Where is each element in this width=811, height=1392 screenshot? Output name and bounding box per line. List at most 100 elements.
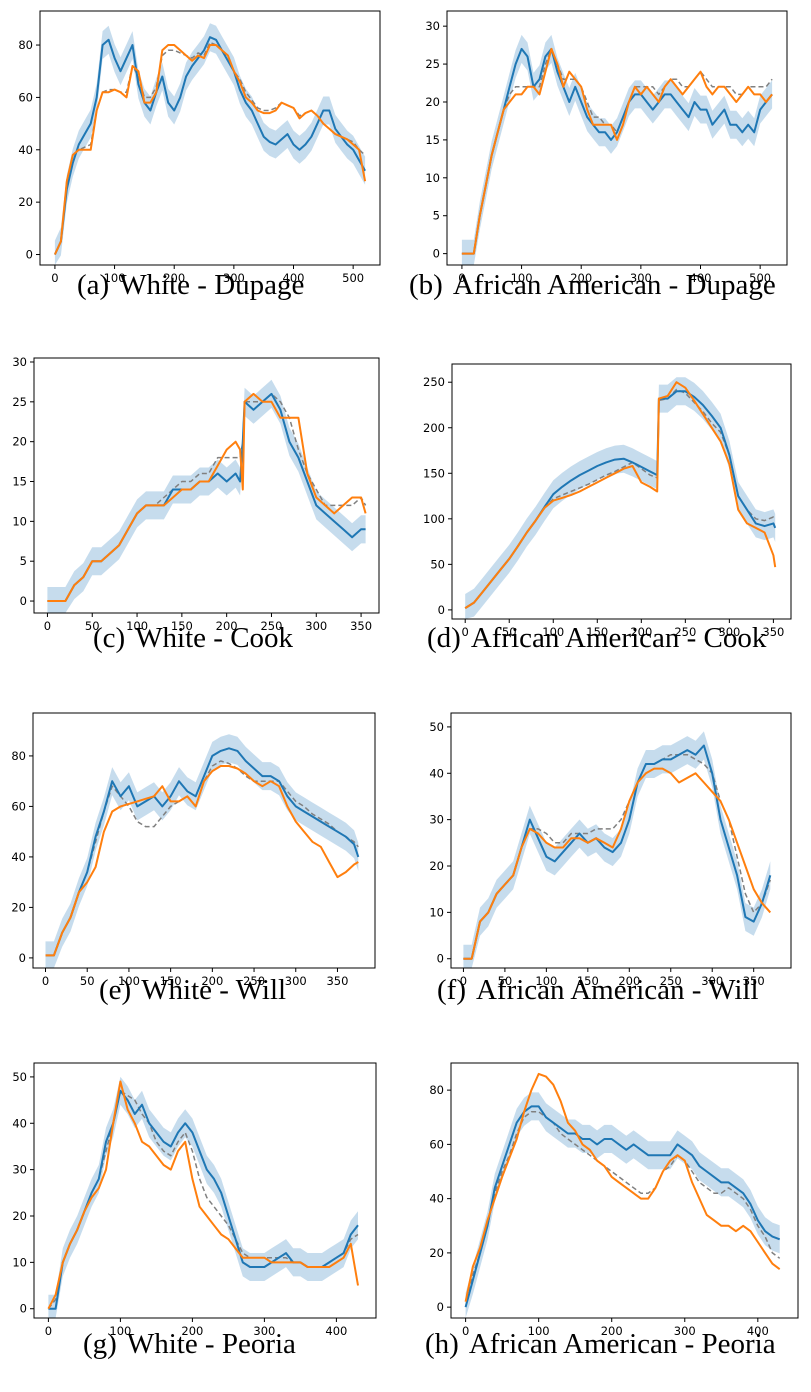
series-line-gray (464, 388, 776, 609)
y-tick-label: 80 (429, 1083, 444, 1097)
x-tick-label: 200 (618, 974, 640, 988)
confidence-band (463, 731, 771, 968)
x-tick-label: 150 (160, 974, 182, 988)
chart-svg: 0 100 200 300 400 500 0 20 40 60 80 (18, 10, 381, 285)
caption-label: (b) (409, 269, 443, 301)
x-tick-label: 100 (542, 625, 564, 639)
y-tick-label: 20 (425, 95, 440, 109)
chart-svg: 0 100 200 300 400 0 10 20 30 40 50 (12, 1062, 377, 1338)
x-tick-label: 0 (462, 625, 469, 639)
x-tick-label: 300 (223, 271, 245, 285)
y-tick-label: 50 (12, 1070, 27, 1084)
caption-label: (d) (427, 622, 461, 654)
y-tick-label: 0 (19, 951, 26, 965)
caption-label: (e) (99, 974, 132, 1006)
series-line-blue (53, 36, 366, 255)
y-tick-label: 30 (425, 19, 440, 33)
plot-frame (33, 357, 380, 614)
plot-frame (451, 363, 792, 620)
y-tick-label: 20 (12, 435, 27, 449)
y-tick-label: 150 (423, 466, 445, 480)
caption-label: (f) (437, 974, 466, 1006)
x-tick-label: 300 (305, 619, 327, 633)
caption-title: White - Will (141, 974, 287, 1006)
x-tick-label: 400 (747, 1324, 769, 1338)
plot-frame (39, 10, 381, 266)
x-tick-label: 200 (601, 1324, 623, 1338)
series-line-orange (464, 381, 777, 609)
x-tick-label: 100 (118, 974, 140, 988)
confidence-band (47, 379, 366, 613)
x-tick-label: 200 (570, 271, 592, 285)
chart-panel-h: 0 100 200 300 400 0 20 40 60 80 (417, 1062, 802, 1346)
y-tick-label: 20 (18, 195, 33, 209)
x-tick-label: 150 (586, 625, 608, 639)
confidence-band (461, 34, 773, 266)
x-tick-label: 400 (283, 271, 305, 285)
x-tick-label: 0 (42, 974, 49, 988)
series-line-orange (464, 1072, 781, 1302)
y-tick-label: 20 (11, 900, 26, 914)
y-tick-label: 25 (425, 57, 440, 71)
chart-caption-c: (c) White - Cook (93, 622, 293, 655)
y-tick-label: 50 (429, 720, 444, 734)
chart-svg: 0 50 100 150 200 250 300 350 0 50 100 150 200 250 (423, 363, 792, 639)
caption-label: (a) (77, 269, 110, 301)
x-tick-label: 100 (104, 271, 126, 285)
chart-svg: 0 50 100 150 200 250 300 350 0 20 40 60 80 (11, 712, 376, 988)
y-tick-label: 200 (423, 421, 445, 435)
plot-frame (33, 1062, 377, 1319)
x-tick-label: 0 (45, 1324, 52, 1338)
chart-svg: 0 50 100 150 200 250 300 350 0 5 10 15 20 25 30 (12, 355, 380, 633)
plot-frame (450, 712, 792, 969)
series-line-blue (464, 390, 777, 609)
plot-area: 0 50 100 150 200 250 300 350 0 50 100 150 200 250 (423, 363, 792, 639)
x-tick-label: 250 (674, 625, 696, 639)
series-line-orange (53, 44, 367, 255)
x-tick-label: 50 (498, 974, 513, 988)
chart-caption-d: (d) African American - Cook (427, 622, 766, 655)
y-tick-label: 30 (12, 355, 27, 369)
x-tick-label: 150 (577, 974, 599, 988)
y-tick-label: 0 (438, 603, 445, 617)
caption-label: (g) (83, 1328, 117, 1360)
y-tick-label: 40 (429, 1192, 444, 1206)
y-tick-label: 0 (26, 248, 33, 262)
x-tick-label: 50 (85, 619, 100, 633)
y-tick-label: 40 (11, 850, 26, 864)
confidence-band (54, 23, 366, 266)
series-line-orange (45, 765, 359, 957)
y-tick-label: 10 (425, 171, 440, 185)
y-tick-label: 5 (20, 554, 27, 568)
x-tick-label: 200 (216, 619, 238, 633)
caption-title: White - Cook (135, 622, 294, 654)
x-tick-label: 300 (253, 1324, 275, 1338)
plot-area: 0 100 200 300 400 500 0 20 40 60 80 (18, 10, 381, 285)
y-tick-label: 0 (437, 952, 444, 966)
series-line-blue (464, 1105, 781, 1308)
caption-title: White - Peoria (126, 1328, 296, 1360)
x-tick-label: 250 (260, 619, 282, 633)
confidence-band (465, 377, 776, 619)
y-tick-label: 10 (12, 514, 27, 528)
x-tick-label: 100 (528, 1324, 550, 1338)
x-tick-label: 300 (701, 974, 723, 988)
x-tick-label: 350 (326, 974, 348, 988)
x-tick-label: 300 (285, 974, 307, 988)
caption-label: (h) (425, 1328, 459, 1360)
x-tick-label: 100 (511, 271, 533, 285)
plot-area: 0 50 100 150 200 250 300 350 0 10 20 30 40 50 (429, 712, 792, 988)
chart-panel-e: 0 50 100 150 200 250 300 350 0 20 40 60 80 (0, 712, 379, 996)
y-tick-label: 50 (430, 557, 445, 571)
series-line-blue (461, 47, 773, 255)
y-tick-label: 100 (423, 512, 445, 526)
y-tick-label: 80 (18, 38, 33, 52)
caption-label: (c) (93, 622, 126, 654)
x-tick-label: 400 (690, 271, 712, 285)
y-tick-label: 60 (18, 90, 33, 104)
chart-caption-a: (a) White - Dupage (77, 269, 304, 302)
chart-panel-b: 0 100 200 300 400 500 0 5 10 15 20 25 30 (413, 10, 791, 293)
chart-panel-f: 0 50 100 150 200 250 300 350 0 10 20 30 40 50 (417, 712, 795, 996)
plot-area: 0 100 200 300 400 0 10 20 30 40 50 (12, 1062, 377, 1338)
series-line-orange (461, 47, 773, 255)
